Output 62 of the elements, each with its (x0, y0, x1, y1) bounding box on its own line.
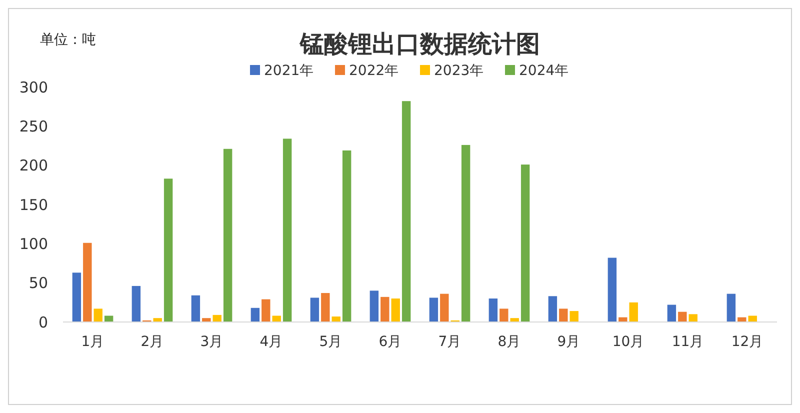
bar (83, 242, 92, 322)
bar (440, 294, 449, 322)
bar (667, 304, 676, 322)
bar (678, 312, 687, 322)
x-tick-label: 3月 (200, 334, 224, 350)
bar (520, 164, 530, 322)
bar (164, 178, 173, 322)
y-tick-label: 250 (19, 117, 48, 136)
legend-label: 2024年 (519, 63, 569, 79)
bar (402, 101, 411, 322)
x-tick-label: 8月 (498, 334, 521, 350)
bar (223, 148, 232, 322)
legend-label: 2021年 (264, 63, 314, 79)
bar (748, 316, 757, 322)
bar (608, 258, 617, 322)
text: 单位：吨 (40, 32, 96, 48)
bar (262, 299, 270, 322)
bar (629, 302, 638, 322)
y-tick-label: 150 (19, 196, 48, 214)
bar (212, 314, 222, 322)
bar (94, 308, 102, 322)
y-tick-label: 300 (19, 78, 48, 96)
bar (726, 294, 736, 322)
x-tick-label: 9月 (557, 334, 580, 350)
bar (488, 298, 498, 322)
x-tick-label: 11月 (672, 334, 704, 350)
bar (310, 298, 320, 322)
x-tick-label: 4月 (260, 334, 283, 350)
bar (202, 318, 211, 322)
y-tick-label: 0 (38, 313, 48, 332)
bar (548, 296, 558, 322)
x-tick-label: 10月 (612, 334, 644, 350)
bar (500, 308, 508, 322)
x-tick-label: 5月 (319, 334, 342, 350)
bar (429, 298, 438, 322)
bar (250, 308, 260, 322)
bar (391, 298, 400, 322)
bar (272, 316, 281, 322)
x-tick-label: 12月 (731, 334, 764, 350)
bar (342, 150, 352, 322)
bar (104, 316, 114, 322)
x-tick-label: 1月 (81, 334, 104, 350)
x-tick-label: 7月 (438, 334, 462, 350)
x-tick-label: 6月 (378, 334, 402, 350)
y-tick-label: 100 (19, 234, 48, 253)
bar (321, 293, 330, 322)
bar (282, 138, 292, 322)
bar (380, 296, 390, 322)
bar (132, 286, 141, 322)
bar (191, 295, 200, 322)
x-tick-label: 2月 (140, 334, 164, 350)
bar (72, 272, 82, 322)
legend-label: 2023年 (434, 63, 484, 79)
chart-title: 锰酸锂出口数据统计图 (299, 29, 540, 58)
bar (559, 308, 568, 322)
bar (688, 314, 698, 322)
y-tick-label: 200 (19, 156, 48, 175)
bar (461, 144, 470, 322)
legend-label: 2022年 (349, 63, 399, 79)
bar (570, 311, 578, 322)
bar (370, 290, 379, 322)
y-tick-label: 50 (28, 274, 48, 292)
